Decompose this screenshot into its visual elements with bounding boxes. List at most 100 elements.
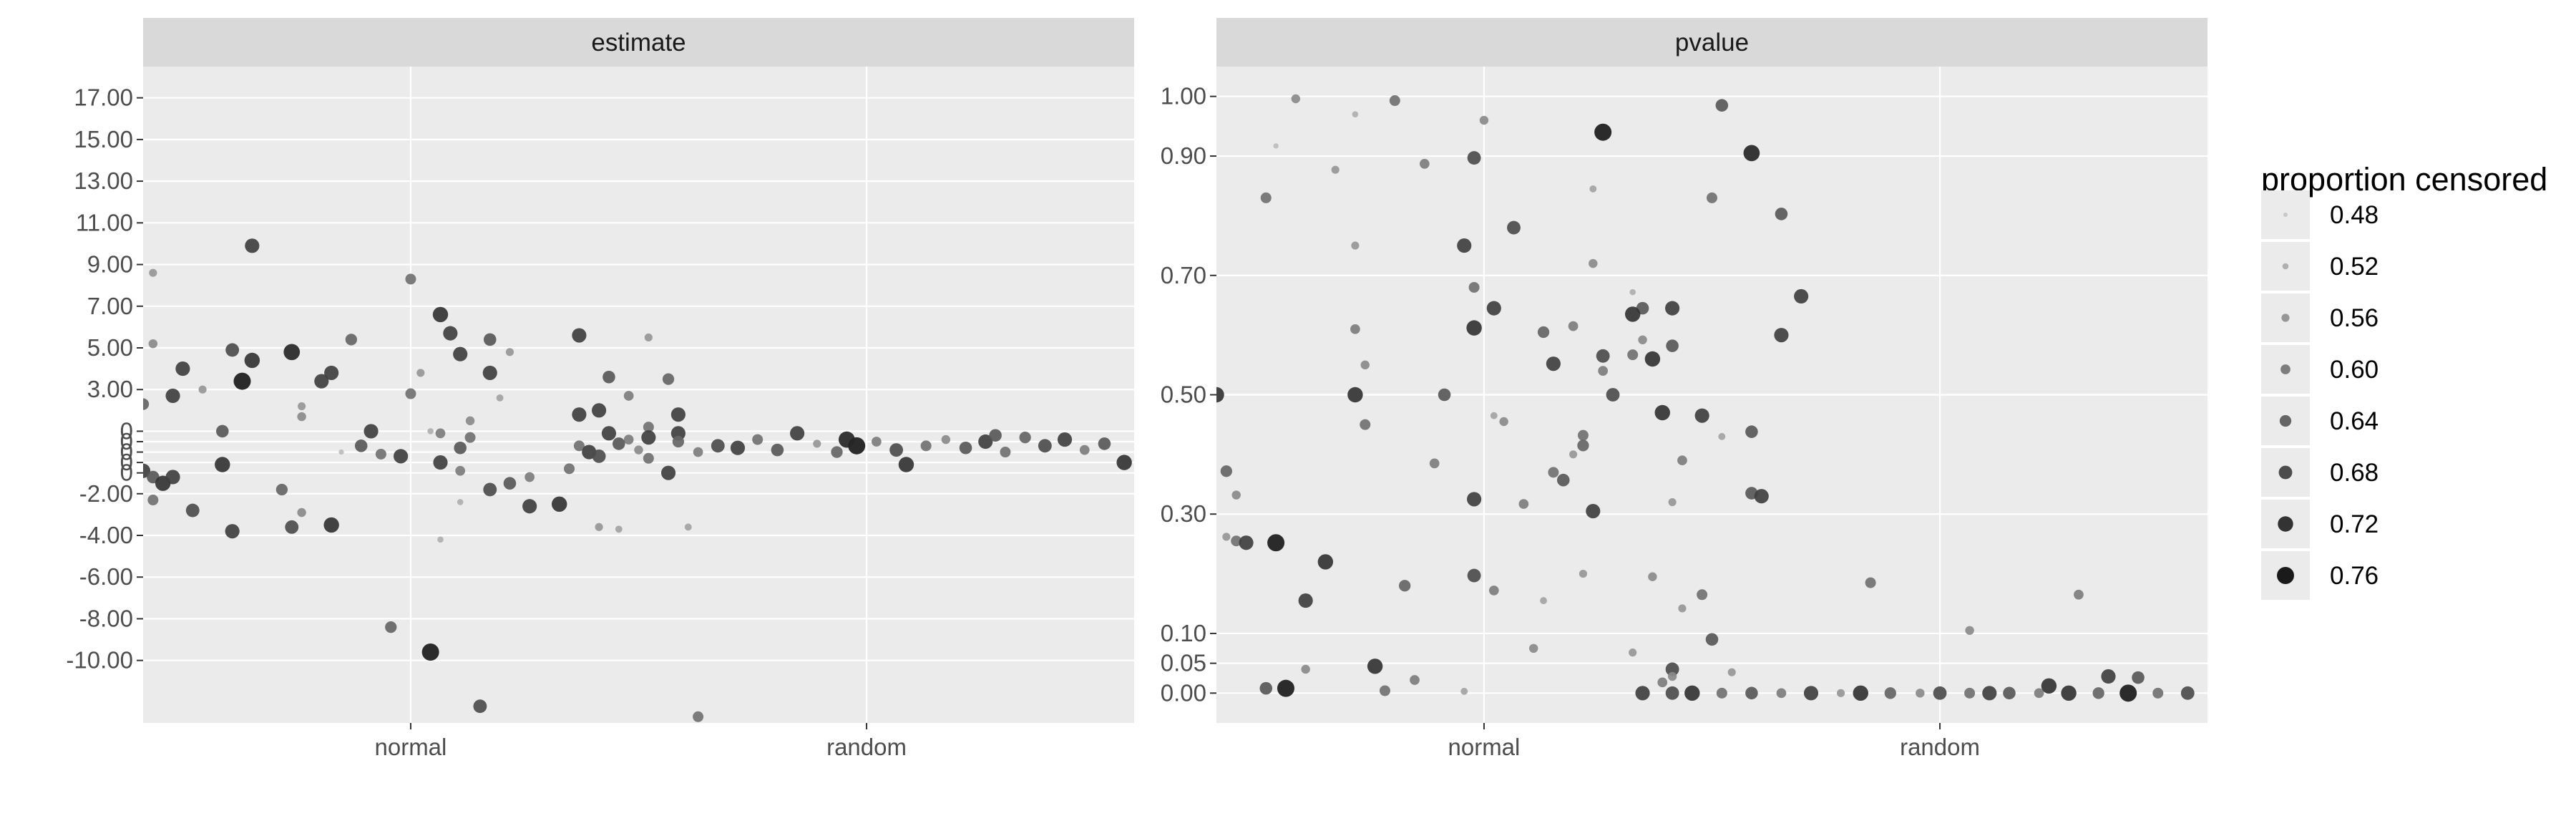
y-tick-label: -8.00 bbox=[79, 605, 133, 631]
data-point bbox=[298, 402, 306, 411]
legend-swatch bbox=[2280, 364, 2290, 374]
data-point bbox=[978, 434, 993, 450]
data-point bbox=[1836, 689, 1845, 697]
data-point bbox=[1518, 499, 1529, 509]
data-point bbox=[1199, 230, 1214, 246]
legend-label: 0.64 bbox=[2330, 407, 2379, 435]
data-point bbox=[1629, 649, 1637, 657]
data-point bbox=[1019, 432, 1031, 444]
data-point bbox=[443, 326, 458, 341]
x-tick-label: random bbox=[826, 734, 907, 760]
data-point bbox=[693, 711, 704, 722]
data-point bbox=[233, 372, 251, 390]
data-point bbox=[2074, 589, 2084, 600]
data-point bbox=[338, 449, 344, 455]
legend-label: 0.76 bbox=[2330, 562, 2379, 590]
data-point bbox=[1774, 328, 1789, 343]
data-point bbox=[2119, 684, 2137, 702]
data-point bbox=[1460, 687, 1468, 695]
strip-background bbox=[1216, 18, 2207, 67]
data-point bbox=[634, 445, 643, 455]
data-point bbox=[1596, 349, 1610, 363]
y-tick-label: 17.00 bbox=[74, 84, 133, 111]
data-point bbox=[1743, 145, 1760, 162]
data-point bbox=[1727, 668, 1736, 676]
data-point bbox=[2034, 688, 2044, 699]
data-point bbox=[437, 536, 444, 543]
data-point bbox=[1486, 301, 1501, 316]
data-point bbox=[465, 416, 475, 426]
data-point bbox=[522, 499, 537, 514]
y-tick-label: 0.50 bbox=[1161, 382, 1206, 408]
data-point bbox=[1116, 455, 1132, 470]
data-point bbox=[147, 495, 159, 506]
data-point bbox=[427, 428, 434, 434]
data-point bbox=[1499, 417, 1508, 427]
data-point bbox=[1149, 439, 1158, 448]
data-point bbox=[421, 643, 439, 661]
legend-label: 0.52 bbox=[2330, 253, 2379, 281]
data-point bbox=[1038, 439, 1052, 453]
data-point bbox=[1677, 455, 1687, 466]
data-point bbox=[1181, 466, 1192, 477]
points-layer bbox=[1181, 94, 2195, 702]
data-point bbox=[1079, 445, 1090, 455]
data-point bbox=[1457, 238, 1472, 253]
data-point bbox=[1678, 604, 1687, 613]
data-point bbox=[672, 435, 685, 448]
legend-label: 0.48 bbox=[2330, 201, 2379, 229]
data-point bbox=[872, 437, 882, 447]
data-point bbox=[1467, 568, 1481, 583]
data-point bbox=[1556, 473, 1570, 487]
data-point bbox=[1745, 686, 1758, 700]
data-point bbox=[941, 434, 951, 445]
data-point bbox=[1260, 192, 1272, 203]
data-point bbox=[297, 507, 306, 518]
data-point bbox=[1098, 437, 1111, 450]
y-tick-label: 0.70 bbox=[1161, 262, 1206, 288]
panel-pvalue: pvalue 1.00 0.90 0.70 0.50 0.30 0.10 0.05 0.00 no… bbox=[1161, 18, 2207, 760]
data-point bbox=[1865, 577, 1876, 588]
data-point bbox=[185, 503, 200, 518]
data-point bbox=[1982, 686, 1997, 701]
data-point bbox=[1707, 192, 1717, 203]
data-point bbox=[483, 333, 497, 346]
data-point bbox=[1586, 503, 1601, 519]
data-point bbox=[275, 483, 288, 496]
data-point bbox=[1665, 301, 1680, 316]
data-point bbox=[433, 455, 448, 470]
data-point bbox=[592, 449, 606, 463]
strip-label: estimate bbox=[591, 29, 686, 57]
data-point bbox=[1568, 321, 1579, 331]
data-point bbox=[1331, 165, 1340, 174]
data-point bbox=[1379, 685, 1390, 696]
data-point bbox=[385, 621, 397, 633]
data-point bbox=[615, 525, 623, 533]
data-point bbox=[959, 441, 972, 455]
data-point bbox=[464, 432, 476, 443]
legend-key: 0.76 bbox=[2261, 551, 2379, 600]
data-point bbox=[1694, 408, 1709, 423]
data-point bbox=[602, 370, 615, 384]
data-point bbox=[1267, 534, 1285, 552]
data-point bbox=[1399, 580, 1411, 592]
data-point bbox=[790, 426, 805, 441]
legend-key: 0.56 bbox=[2261, 293, 2379, 342]
legend-key: 0.60 bbox=[2261, 345, 2379, 394]
x-tick-label: random bbox=[1900, 734, 1980, 760]
data-point bbox=[149, 268, 157, 277]
legend-swatch bbox=[2281, 314, 2290, 322]
legend: proportion censored 0.480.520.560.600.64… bbox=[2261, 161, 2547, 600]
data-point bbox=[165, 470, 180, 485]
y-tick-label: 0 bbox=[120, 460, 133, 486]
data-point bbox=[1606, 388, 1620, 402]
data-point bbox=[1220, 465, 1232, 477]
data-point bbox=[354, 439, 368, 452]
data-point bbox=[1389, 95, 1400, 107]
y-tick-label: 0.90 bbox=[1161, 142, 1206, 169]
data-point bbox=[1351, 241, 1360, 250]
y-tick-label: 0.30 bbox=[1161, 500, 1206, 527]
data-point bbox=[1697, 589, 1708, 601]
data-point bbox=[2092, 687, 2104, 699]
data-point bbox=[1668, 497, 1677, 507]
